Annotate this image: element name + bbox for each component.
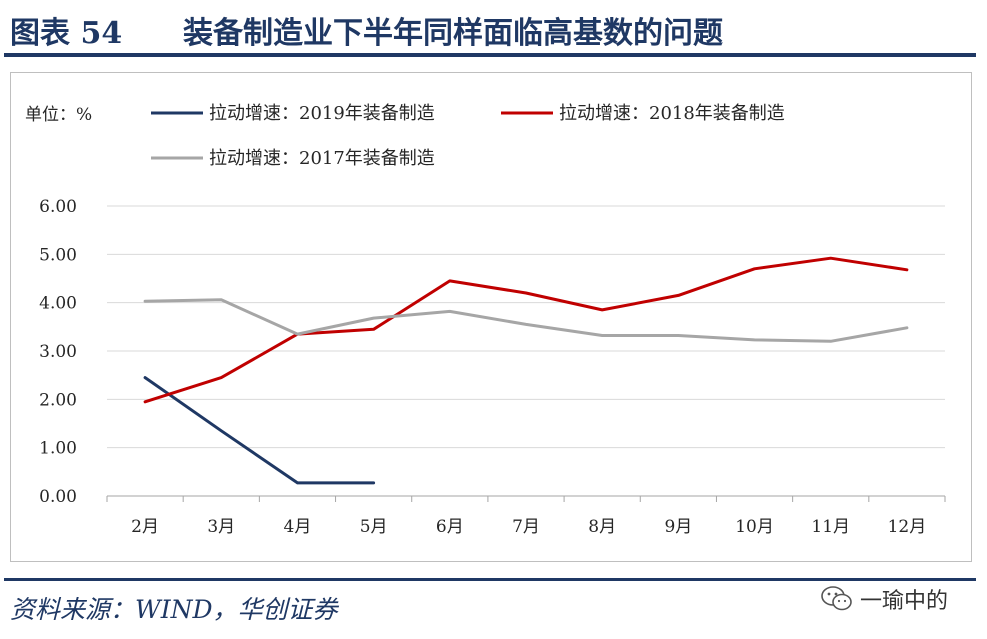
series-line xyxy=(143,376,376,485)
y-tick-label: 5.00 xyxy=(39,245,77,265)
source-note: 资料来源：WIND，华创证券 xyxy=(10,595,338,624)
header-rule xyxy=(4,53,976,57)
x-tick-label: 3月 xyxy=(207,517,235,537)
line-chart: 单位：% 拉动增速：2019年装备制造 拉动增速：2018年装备制造拉动增速：201… xyxy=(25,103,946,537)
legend-label: 拉动增速：2019年装备制造 xyxy=(209,103,435,124)
footer-rule xyxy=(4,578,976,581)
figure-header: 图表 54 装备制造业下半年同样面临高基数的问题 xyxy=(0,0,987,58)
legend-label: 拉动增速：2018年装备制造 xyxy=(559,103,785,124)
x-tick-label: 11月 xyxy=(811,517,850,537)
series-line xyxy=(143,298,909,343)
y-tick-label: 3.00 xyxy=(39,342,77,362)
y-tick-label: 1.00 xyxy=(39,439,77,459)
series-line xyxy=(143,256,909,404)
x-tick-label: 7月 xyxy=(512,517,540,537)
x-tick-label: 12月 xyxy=(888,517,927,537)
x-tick-label: 8月 xyxy=(588,517,616,537)
y-tick-label: 4.00 xyxy=(39,294,77,314)
y-tick-label: 6.00 xyxy=(39,197,77,217)
watermark-text: 一瑜中的 xyxy=(860,589,949,614)
y-tick-label: 2.00 xyxy=(39,390,77,410)
figure-title: 装备制造业下半年同样面临高基数的问题 xyxy=(183,16,723,51)
x-tick-label: 9月 xyxy=(664,517,692,537)
x-tick-label: 10月 xyxy=(735,517,774,537)
y-tick-label: 0.00 xyxy=(39,487,77,507)
legend-label: 拉动增速：2017年装备制造 xyxy=(209,148,435,169)
wechat-icon xyxy=(821,586,852,611)
x-tick-label: 4月 xyxy=(284,517,312,537)
unit-label: 单位：% xyxy=(25,105,92,125)
watermark: 一瑜中的 xyxy=(820,584,948,614)
x-tick-label: 2月 xyxy=(131,517,159,537)
x-tick-label: 6月 xyxy=(436,517,464,537)
x-tick-label: 5月 xyxy=(360,517,388,537)
figure-number: 图表 54 xyxy=(10,16,123,51)
chart-frame: 单位：% 拉动增速：2019年装备制造 拉动增速：2018年装备制造拉动增速：201… xyxy=(10,72,972,562)
